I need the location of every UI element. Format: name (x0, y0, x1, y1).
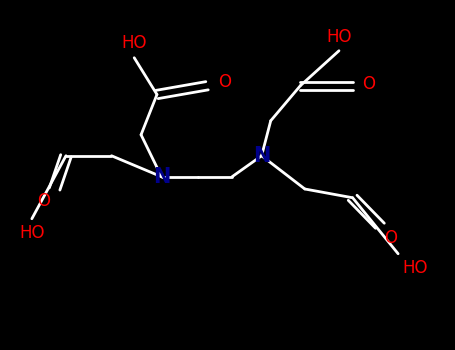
Text: HO: HO (19, 224, 45, 242)
Text: O: O (37, 193, 50, 210)
Text: HO: HO (121, 35, 147, 52)
Text: O: O (384, 229, 398, 247)
Text: HO: HO (326, 28, 352, 46)
Text: N: N (153, 167, 170, 187)
Text: O: O (218, 73, 232, 91)
Text: N: N (253, 146, 270, 166)
Text: HO: HO (403, 259, 428, 277)
Text: O: O (362, 75, 375, 93)
